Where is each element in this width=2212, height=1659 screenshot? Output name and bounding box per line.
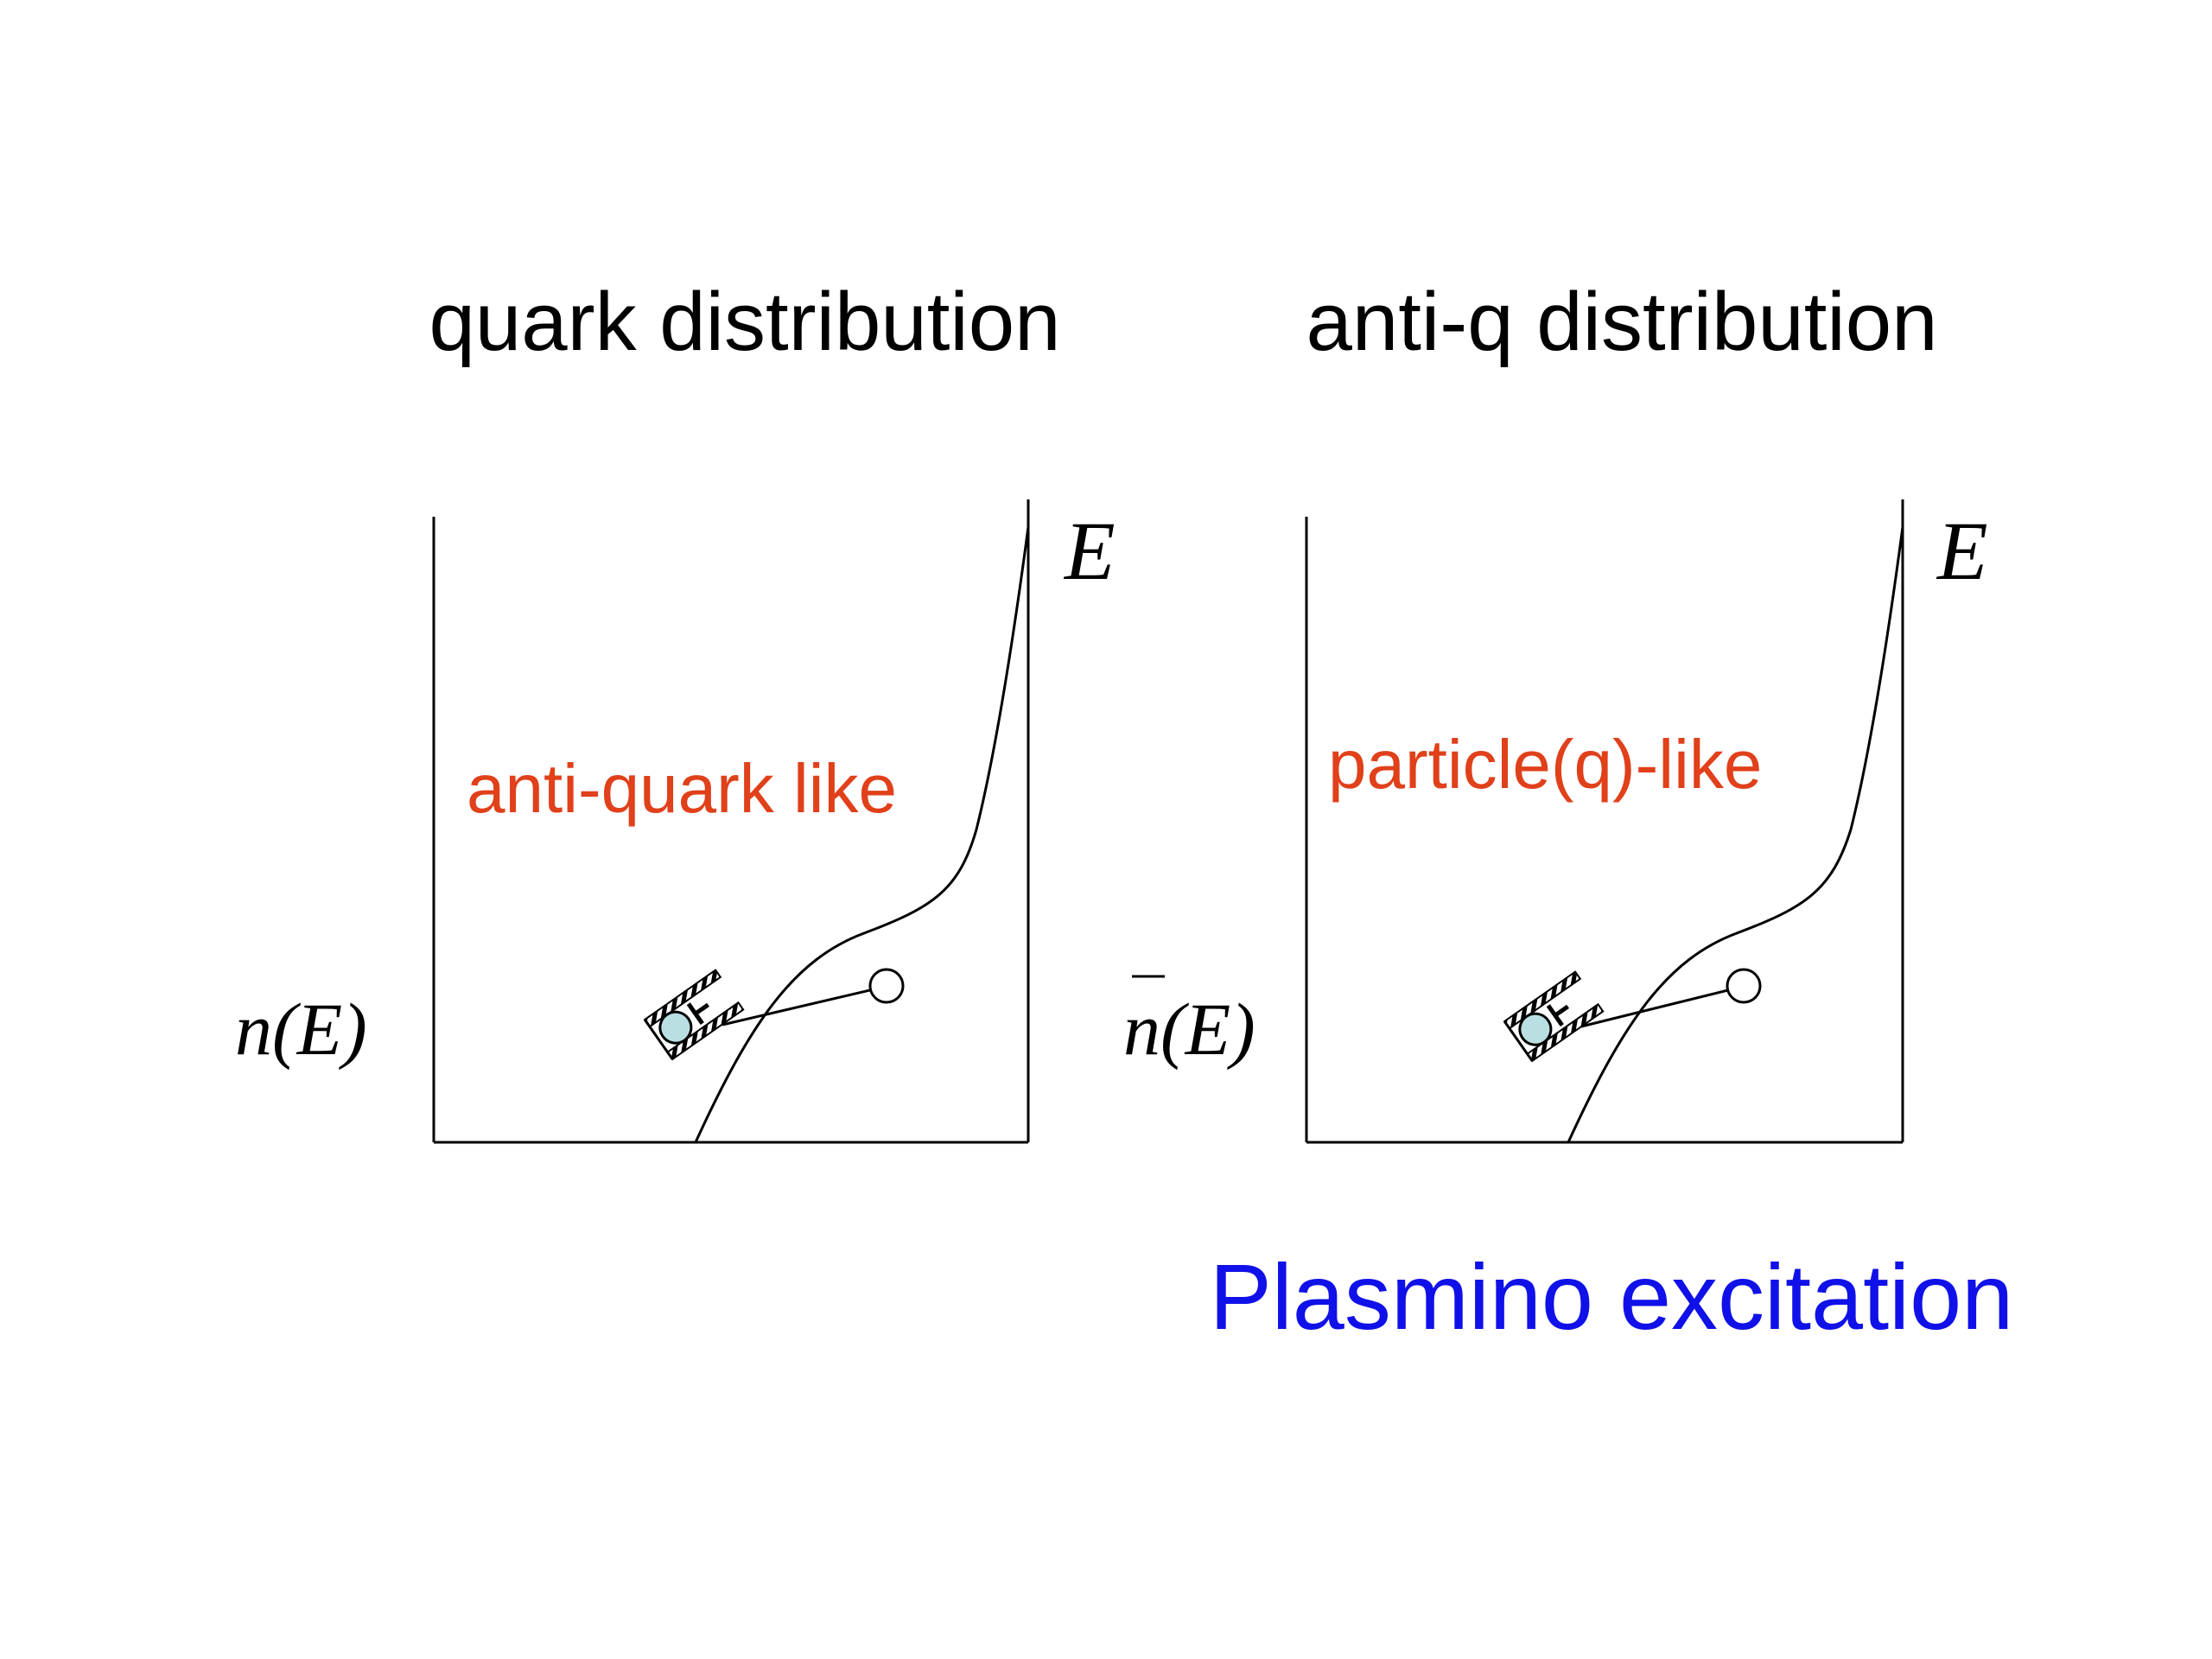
empty-circle-icon <box>868 968 905 1004</box>
left-e-axis-label: E <box>1063 505 1116 597</box>
left-annotation: anti-quark like <box>467 750 897 827</box>
empty-circle-icon <box>1726 968 1762 1004</box>
right-panel: E n(E) particle(q)-like <box>1123 499 1988 1144</box>
right-y-axis-label: n(E) <box>1123 988 1255 1071</box>
left-y-axis-label: n(E) <box>235 988 367 1071</box>
right-distribution-curve <box>1567 526 1904 1143</box>
right-panel-title: anti-q distribution <box>1306 276 1937 368</box>
left-connector <box>721 985 886 1027</box>
right-annotation: particle(q)-like <box>1328 726 1762 803</box>
left-distribution-curve <box>694 526 1030 1143</box>
left-panel: E n(E) anti-quark like <box>235 499 1116 1144</box>
ball-in-tube-icon <box>1503 970 1605 1063</box>
caption: Plasmino excitation <box>1210 1244 2013 1349</box>
right-e-axis-label: E <box>1936 505 1988 597</box>
left-panel-title: quark distribution <box>429 276 1060 368</box>
right-connector <box>1580 985 1743 1028</box>
ball-in-tube-icon <box>643 969 745 1061</box>
